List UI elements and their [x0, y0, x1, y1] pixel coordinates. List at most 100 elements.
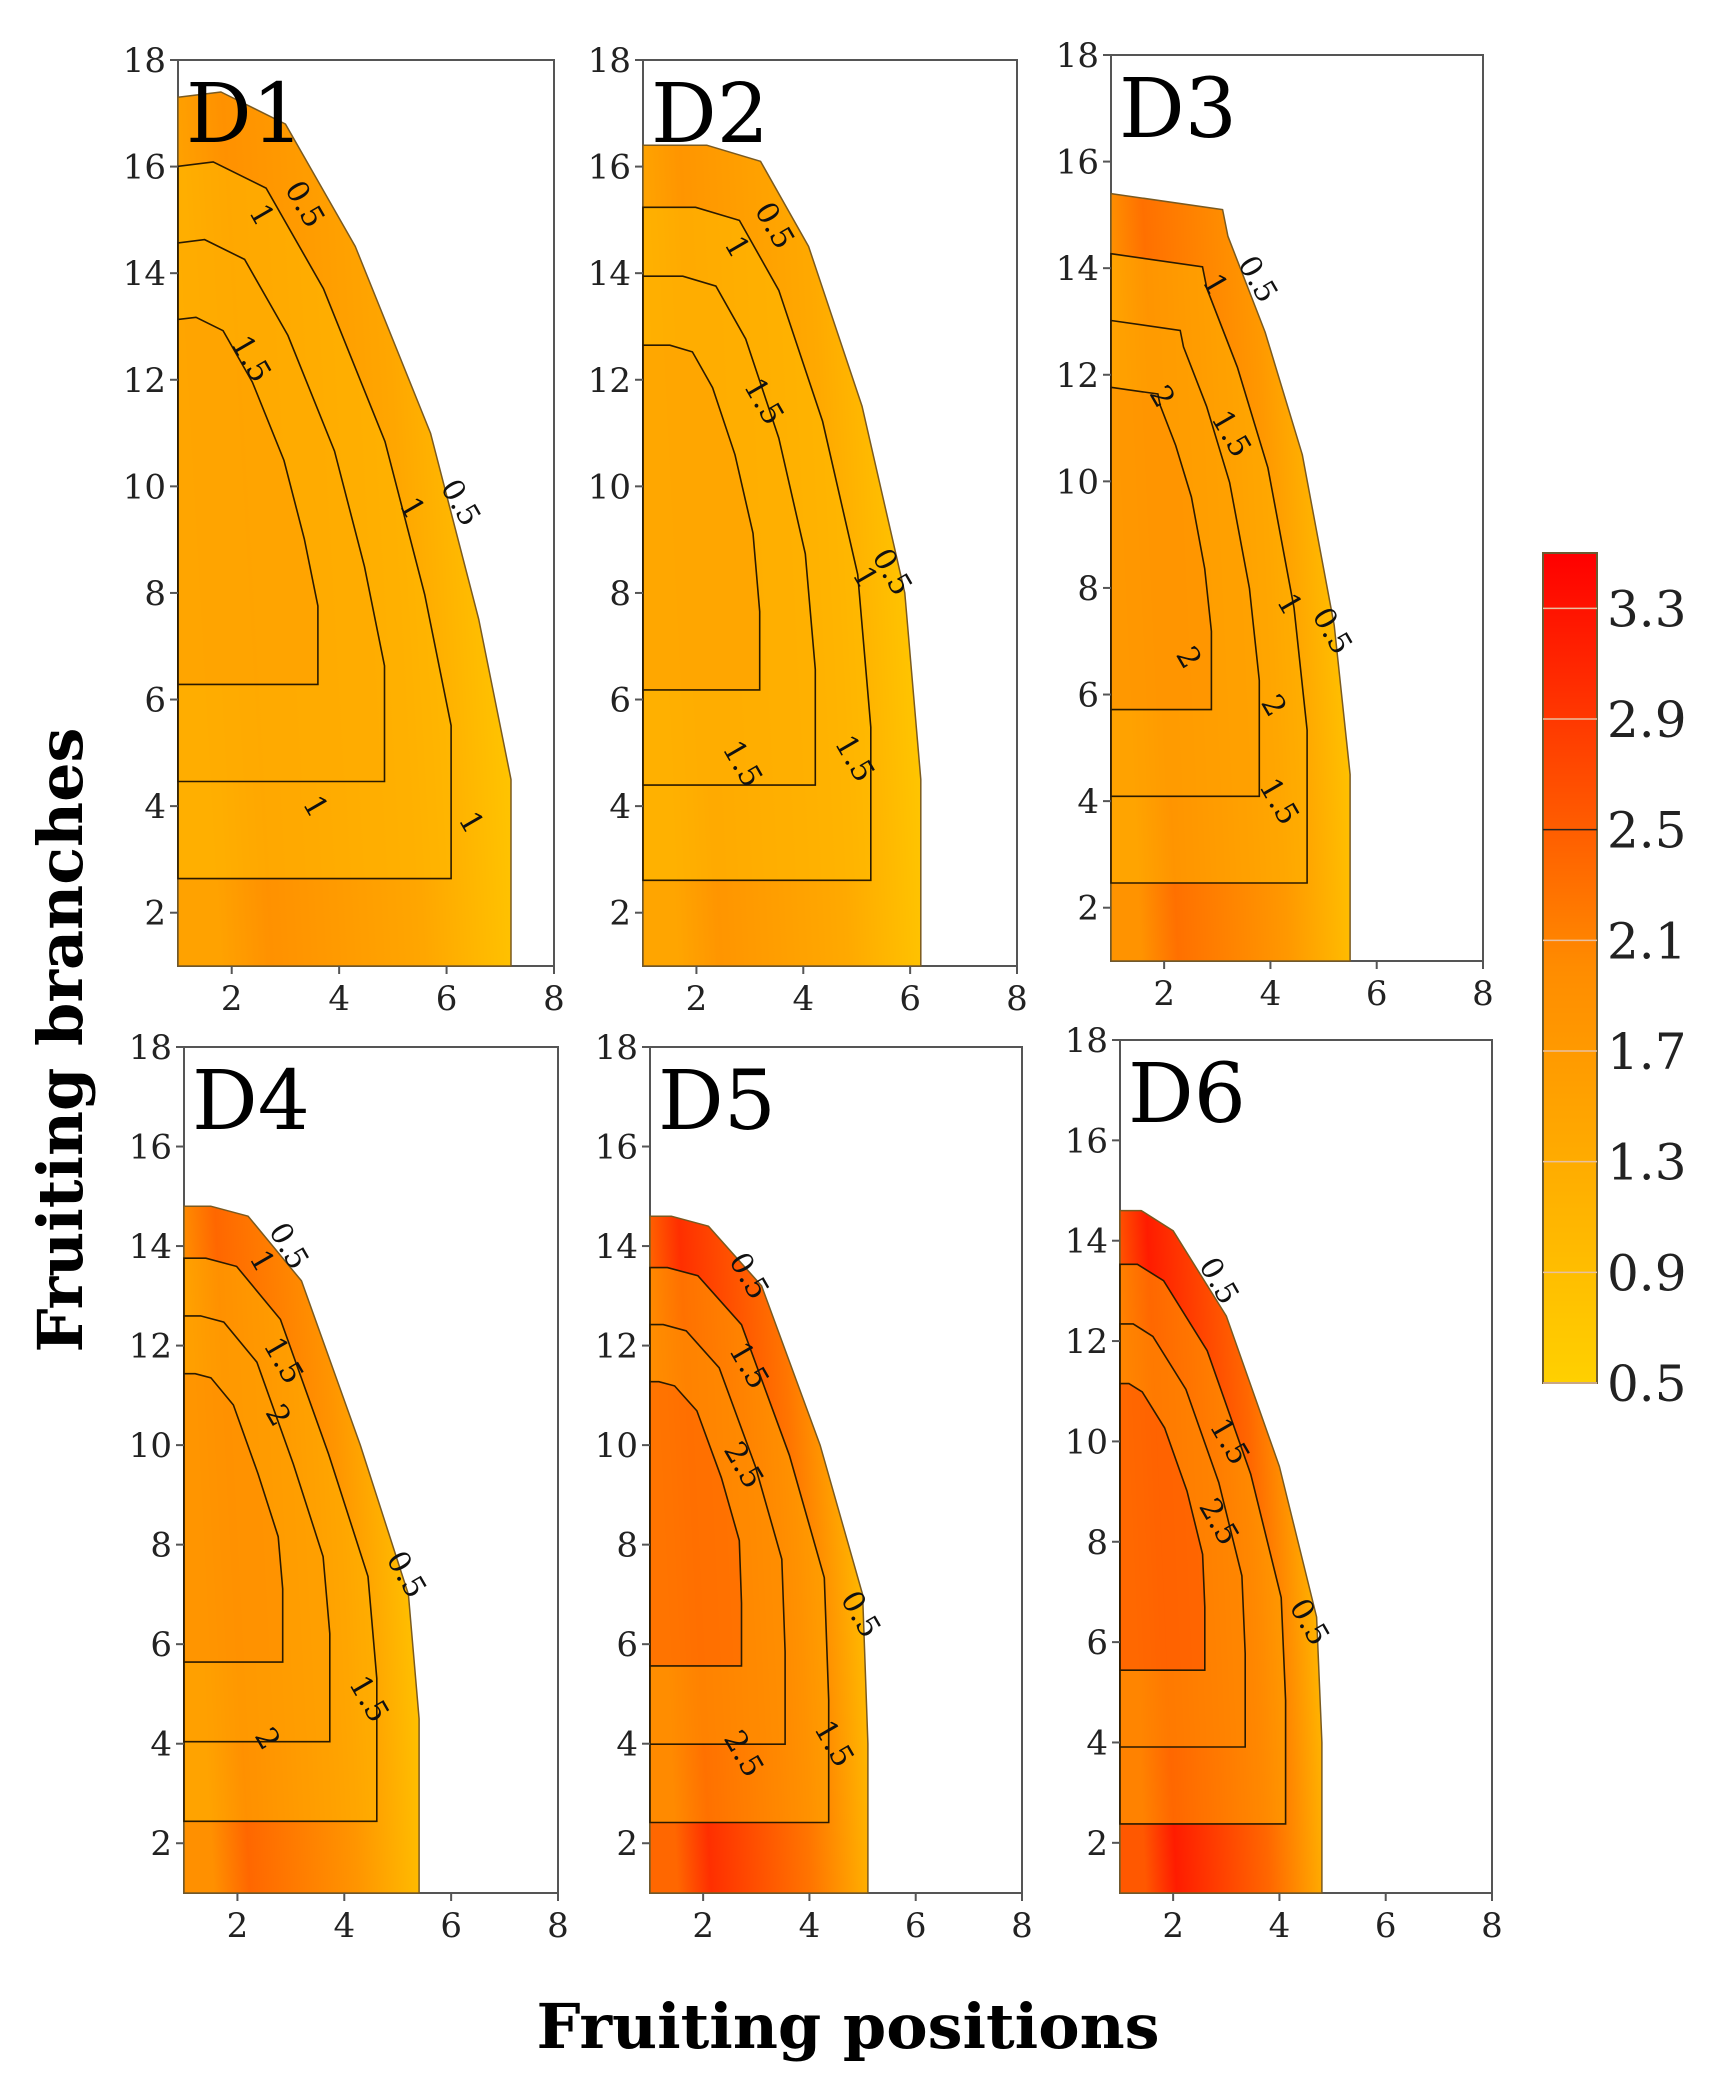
contour-line — [177, 316, 319, 686]
y-tick-label: 8 — [150, 1526, 172, 1566]
x-tick-label: 8 — [1011, 1906, 1033, 1946]
y-tick-label: 4 — [150, 1725, 172, 1765]
y-tick-label: 16 — [1065, 1121, 1108, 1161]
x-tick-label: 4 — [1260, 974, 1282, 1014]
x-tick-label: 4 — [1269, 1906, 1291, 1946]
y-tick-label: 10 — [1056, 462, 1099, 502]
y-tick-label: 2 — [616, 1824, 638, 1864]
colorbar-tick-label: 3.3 — [1607, 580, 1687, 638]
y-tick-label: 18 — [1065, 1021, 1108, 1061]
y-tick-label: 4 — [1086, 1723, 1108, 1763]
x-tick-label: 4 — [799, 1906, 821, 1946]
y-tick-label: 12 — [1056, 356, 1099, 396]
x-tick-label: 6 — [1366, 974, 1388, 1014]
colorbar-tick-label: 2.5 — [1607, 802, 1687, 860]
y-tick-label: 10 — [1065, 1422, 1108, 1462]
x-tick-label: 6 — [899, 979, 921, 1019]
y-tick-label: 6 — [144, 681, 166, 721]
contour-line — [649, 1380, 743, 1667]
y-tick-label: 12 — [1065, 1322, 1108, 1362]
y-tick-label: 14 — [595, 1227, 638, 1267]
panel-label: D6 — [1128, 1047, 1246, 1142]
colorbar-tick-label: 1.3 — [1607, 1134, 1687, 1192]
colorbar-tick-label: 2.1 — [1607, 912, 1687, 970]
y-tick-label: 14 — [123, 254, 166, 294]
x-tick-label: 4 — [328, 979, 350, 1019]
y-tick-label: 8 — [144, 574, 166, 614]
y-tick-label: 12 — [129, 1327, 172, 1367]
y-tick-label: 16 — [588, 148, 631, 188]
panel-label: D5 — [658, 1054, 776, 1149]
x-tick-label: 6 — [440, 1906, 462, 1946]
y-tick-label: 4 — [144, 787, 166, 827]
x-tick-label: 2 — [686, 979, 708, 1019]
contour-line — [183, 1372, 284, 1663]
y-tick-label: 8 — [1086, 1523, 1108, 1563]
x-tick-label: 2 — [692, 1906, 714, 1946]
y-tick-label: 4 — [1077, 782, 1099, 822]
x-tick-label: 6 — [436, 979, 458, 1019]
y-tick-label: 6 — [609, 681, 631, 721]
y-tick-label: 10 — [588, 467, 631, 507]
x-tick-label: 8 — [1472, 974, 1494, 1014]
colorbar-ramp — [1542, 552, 1598, 1384]
y-tick-label: 16 — [129, 1128, 172, 1168]
y-tick-label: 2 — [150, 1824, 172, 1864]
x-tick-label: 2 — [227, 1906, 249, 1946]
x-tick-label: 6 — [1375, 1906, 1397, 1946]
y-tick-label: 10 — [123, 467, 166, 507]
x-tick-label: 4 — [333, 1906, 355, 1946]
y-tick-label: 14 — [1065, 1222, 1108, 1262]
y-tick-label: 2 — [144, 894, 166, 934]
x-tick-label: 6 — [905, 1906, 927, 1946]
y-tick-label: 12 — [595, 1327, 638, 1367]
x-tick-label: 8 — [543, 979, 565, 1019]
x-tick-label: 2 — [221, 979, 243, 1019]
panel-label: D4 — [192, 1054, 310, 1149]
y-tick-label: 18 — [129, 1028, 172, 1068]
colorbar-tick-label: 0.9 — [1607, 1244, 1687, 1302]
y-tick-label: 14 — [588, 254, 631, 294]
colorbar-tick-label: 0.5 — [1607, 1355, 1687, 1413]
y-tick-label: 8 — [609, 574, 631, 614]
y-tick-label: 2 — [1077, 889, 1099, 929]
colorbar-tick-label: 1.7 — [1607, 1023, 1687, 1081]
y-tick-label: 18 — [588, 41, 631, 81]
y-tick-label: 8 — [1077, 569, 1099, 609]
y-tick-label: 2 — [609, 894, 631, 934]
y-axis-title: Fruiting branches — [24, 728, 97, 1353]
contour-line — [1110, 386, 1213, 711]
y-tick-label: 8 — [616, 1526, 638, 1566]
y-tick-label: 18 — [595, 1028, 638, 1068]
x-axis-title: Fruiting positions — [536, 1990, 1159, 2063]
panel-label: D3 — [1119, 62, 1237, 157]
y-tick-label: 16 — [595, 1128, 638, 1168]
y-tick-label: 10 — [129, 1426, 172, 1466]
y-tick-label: 12 — [123, 361, 166, 401]
y-tick-label: 6 — [616, 1625, 638, 1665]
colorbar: 3.3 2.9 2.5 2.1 1.7 1.3 0.9 0.5 — [1542, 552, 1687, 1413]
contour-line — [642, 344, 761, 691]
x-tick-label: 8 — [547, 1906, 569, 1946]
x-tick-label: 4 — [792, 979, 814, 1019]
y-tick-label: 10 — [595, 1426, 638, 1466]
y-tick-label: 6 — [1077, 676, 1099, 716]
y-tick-label: 14 — [129, 1227, 172, 1267]
panel-label: D1 — [186, 67, 304, 162]
y-tick-label: 6 — [150, 1625, 172, 1665]
y-tick-label: 16 — [1056, 143, 1099, 183]
y-tick-label: 4 — [616, 1725, 638, 1765]
y-tick-label: 18 — [123, 41, 166, 81]
x-tick-label: 8 — [1481, 1906, 1503, 1946]
y-tick-label: 14 — [1056, 249, 1099, 289]
y-tick-label: 16 — [123, 148, 166, 188]
x-tick-label: 8 — [1006, 979, 1028, 1019]
x-tick-label: 2 — [1162, 1906, 1184, 1946]
y-tick-label: 4 — [609, 787, 631, 827]
